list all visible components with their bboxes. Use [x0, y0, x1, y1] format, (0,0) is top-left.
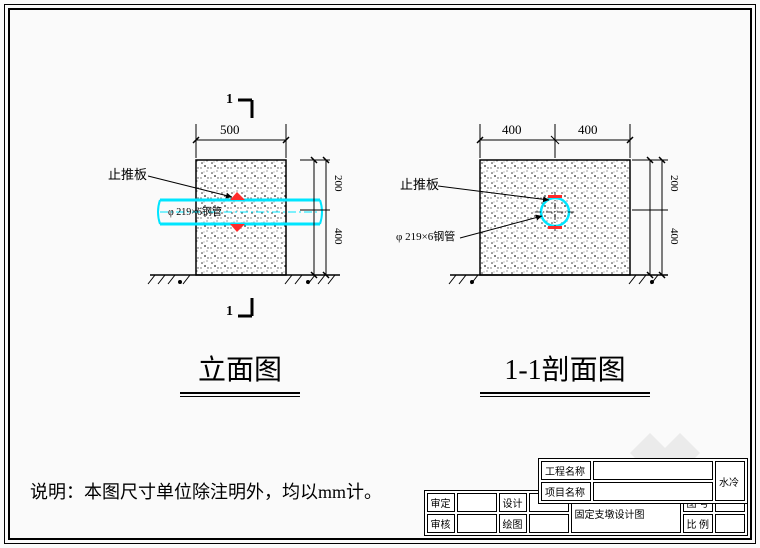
tb-proj-label: 工程名称: [541, 461, 591, 480]
section-dim-400a: 400: [502, 122, 522, 138]
section-dim-right: [632, 160, 668, 275]
elevation-dim-400: 400: [332, 228, 344, 245]
elevation-dim-500: 500: [220, 122, 240, 138]
title-block-upper: 工程名称 水冷 项目名称: [538, 458, 748, 504]
tb-ex1: 比 例: [683, 514, 714, 533]
elevation-dim-right: [288, 160, 330, 275]
elevation-ground: [148, 275, 340, 284]
elevation-dim-top: [196, 124, 286, 158]
note-prefix: 说明：: [30, 482, 84, 502]
section-title: 1-1剖面图: [480, 348, 650, 397]
tb-r0c1: [457, 493, 497, 512]
note-text: 本图尺寸单位除注明外，均以mm计。: [84, 482, 382, 502]
section-dim-200: 200: [668, 175, 680, 192]
section-dim-400b: 400: [578, 122, 598, 138]
section-mark-bot: [238, 298, 252, 316]
section-dim-400: 400: [668, 228, 680, 245]
tb-r1c2: 绘图: [499, 514, 527, 533]
section-pipe-label: φ 219×6钢管: [396, 228, 455, 244]
elevation-thrust-label: 止推板: [108, 164, 147, 183]
tb-r0c0: 审定: [427, 493, 455, 512]
tb-spec: 水冷: [715, 461, 745, 501]
section-mark-bot-label: 1: [226, 304, 233, 320]
tb-r0c2: 设计: [499, 493, 527, 512]
section-ground: [449, 275, 668, 284]
section-mark-top: [238, 100, 252, 118]
elevation-pipe-label: φ 219×6钢管: [168, 203, 222, 218]
elevation-title-text: 立面图: [198, 355, 282, 386]
section-thrust-label: 止推板: [400, 174, 439, 193]
section-mark-top-label: 1: [226, 92, 233, 108]
section-title-text: 1-1剖面图: [504, 355, 625, 386]
tb-r1c0: 审核: [427, 514, 455, 533]
note: 说明：本图尺寸单位除注明外，均以mm计。: [30, 478, 382, 504]
elevation-dim-200: 200: [332, 175, 344, 192]
tb-item-label: 项目名称: [541, 482, 591, 501]
elevation-title: 立面图: [180, 348, 300, 397]
